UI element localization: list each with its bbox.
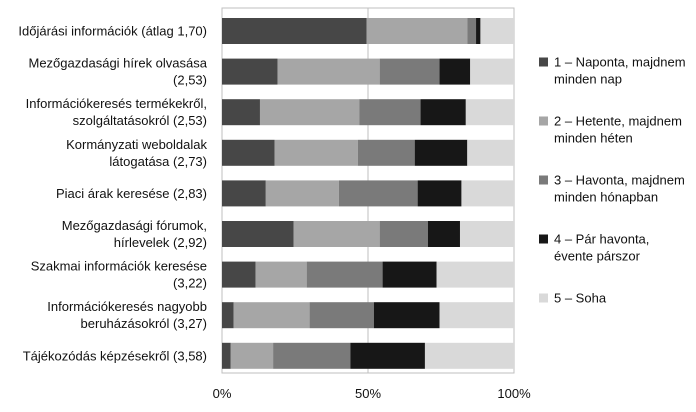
bar-segment-3-2	[357, 139, 415, 166]
legend-label-2: 3 – Havonta, majdnem minden hónapban	[554, 173, 685, 205]
bar-segment-1-3	[439, 58, 471, 85]
bar-segment-5-2	[379, 221, 428, 247]
legend-swatch-0	[539, 57, 548, 67]
bar-segment-1-4	[470, 58, 514, 85]
legend-label-0: 1 – Naponta, majdnem minden nap	[554, 55, 686, 87]
category-labels: Időjárási információk (átlag 1,70) Mezőga…	[18, 24, 207, 364]
bar-segment-1-2	[379, 58, 440, 85]
category-label-1: Mezőgazdasági hírek olvasása (2,53)	[29, 56, 208, 88]
bar-segment-6-2	[306, 261, 383, 288]
bar-segment-2-3	[420, 99, 466, 126]
legend-label-1: 2 – Hetente, majdnem minden héten	[554, 114, 682, 146]
legend-swatch-2	[539, 175, 548, 185]
bar-segment-8-3	[350, 342, 425, 369]
category-label-7: Információkeresés nagyobb beruházásokról …	[47, 299, 207, 331]
bar-segment-5-3	[427, 221, 460, 247]
bar-segment-7-3	[373, 302, 440, 329]
bar-segment-0-4	[480, 18, 514, 44]
legend-swatch-1	[539, 116, 548, 126]
bar-segment-7-1	[233, 302, 310, 329]
bar-segment-7-0	[222, 302, 234, 329]
bar-segment-3-4	[467, 139, 514, 166]
category-label-6: Szakmai információk keresése (3,22)	[31, 259, 207, 291]
bar-segment-2-0	[222, 99, 260, 126]
bar-segment-6-4	[436, 261, 514, 288]
bar-segment-4-3	[417, 180, 462, 207]
legend-swatch-3	[539, 234, 548, 244]
bar-segment-8-1	[230, 342, 274, 369]
bar-segment-1-0	[222, 58, 278, 85]
bar-segment-3-0	[222, 139, 275, 166]
bar-segment-3-1	[274, 139, 358, 166]
bar-segment-1-1	[277, 58, 380, 85]
bar-segment-4-4	[461, 180, 514, 207]
bar-segment-0-2	[467, 18, 477, 44]
bar-segment-4-1	[265, 180, 339, 207]
bar-segment-6-3	[382, 261, 437, 288]
bar-segment-0-0	[222, 18, 367, 44]
x-tick-label-2: 100%	[497, 386, 531, 401]
category-label-2: Információkeresés termékekről, szolgáltat…	[26, 96, 207, 128]
bar-segment-7-2	[309, 302, 374, 329]
category-label-4: Piaci árak keresése (2,83)	[56, 186, 207, 201]
bar-segment-0-3	[476, 18, 481, 44]
bar-segment-4-0	[222, 180, 266, 207]
bar-segment-7-4	[439, 302, 514, 329]
bar-segment-8-2	[273, 342, 351, 369]
bar-segment-5-0	[222, 221, 294, 247]
legend-label-4: 5 – Soha	[554, 291, 607, 306]
x-tick-label-1: 50%	[355, 386, 381, 401]
x-tick-label-0: 0%	[213, 386, 232, 401]
bars	[222, 18, 514, 369]
legend-label-3: 4 – Pár havonta, évente párszor	[554, 232, 649, 264]
category-label-5: Mezőgazdasági fórumok, hírlevelek (2,92)	[62, 218, 207, 250]
legend-swatch-4	[539, 293, 548, 303]
bar-segment-3-3	[414, 139, 468, 166]
legend: 1 – Naponta, majdnem minden nap 2 – Hetent…	[539, 55, 686, 306]
bar-segment-2-2	[359, 99, 421, 126]
bar-segment-4-2	[338, 180, 418, 207]
bar-segment-2-4	[465, 99, 514, 126]
bar-segment-8-4	[424, 342, 514, 369]
bar-segment-6-0	[222, 261, 256, 288]
bar-segment-0-1	[366, 18, 468, 44]
category-label-8: Tájékozódás képzésekről (3,58)	[23, 348, 207, 363]
bar-segment-2-1	[259, 99, 360, 126]
bar-segment-8-0	[222, 342, 231, 369]
bar-segment-5-4	[459, 221, 514, 247]
x-tick-labels: 0% 50% 100%	[213, 386, 531, 401]
bar-segment-5-1	[293, 221, 380, 247]
bar-segment-6-1	[255, 261, 307, 288]
category-label-0: Időjárási információk (átlag 1,70)	[18, 24, 207, 39]
category-label-3: Kormányzati weboldalak látogatása (2,73)	[66, 137, 207, 169]
